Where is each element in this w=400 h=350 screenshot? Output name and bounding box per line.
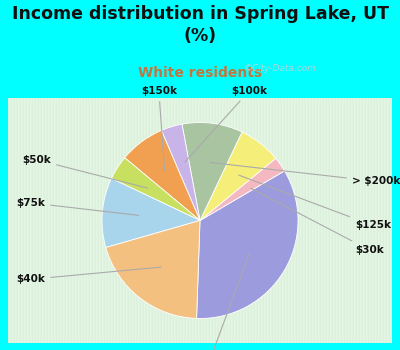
Wedge shape — [200, 132, 276, 220]
Text: $125k: $125k — [239, 175, 391, 230]
Text: $200k: $200k — [190, 253, 250, 350]
Wedge shape — [112, 158, 200, 220]
Text: $75k: $75k — [16, 198, 139, 215]
Wedge shape — [125, 131, 200, 220]
Text: $50k: $50k — [22, 155, 148, 188]
Text: ©City-Data.com: ©City-Data.com — [244, 64, 317, 73]
Wedge shape — [200, 158, 284, 220]
Text: White residents: White residents — [138, 66, 262, 80]
Wedge shape — [106, 220, 200, 318]
Wedge shape — [161, 124, 200, 220]
Text: $100k: $100k — [185, 86, 267, 162]
Text: > $200k: > $200k — [210, 162, 400, 186]
Wedge shape — [196, 171, 298, 318]
Text: Income distribution in Spring Lake, UT
(%): Income distribution in Spring Lake, UT (… — [12, 5, 388, 45]
Text: $30k: $30k — [251, 188, 384, 255]
Wedge shape — [182, 122, 242, 220]
Wedge shape — [102, 178, 200, 247]
Text: $40k: $40k — [16, 267, 161, 284]
Text: $150k: $150k — [141, 86, 177, 170]
